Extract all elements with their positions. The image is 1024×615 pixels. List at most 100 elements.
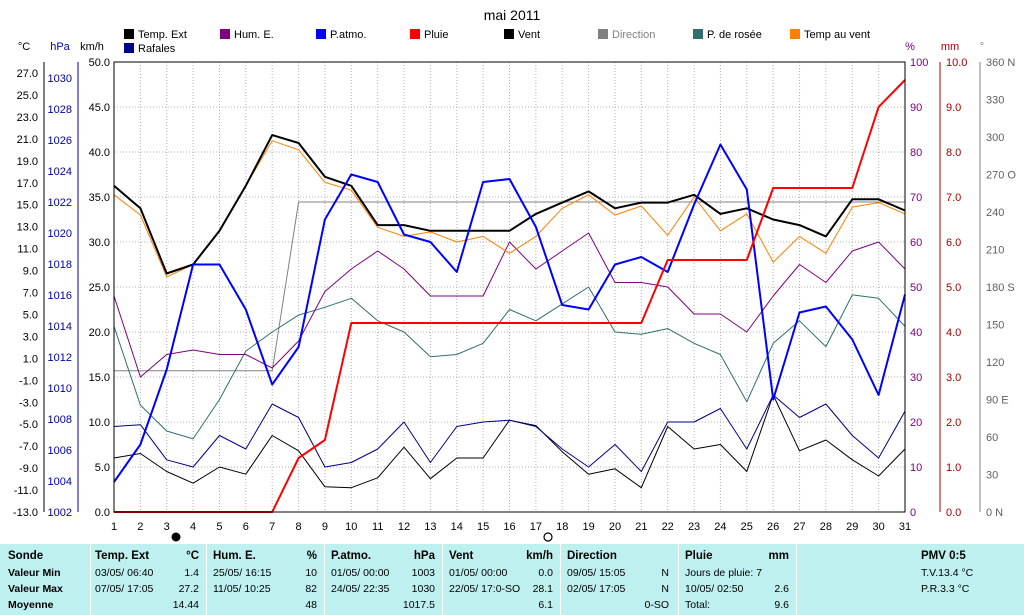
legend-swatch: [220, 29, 230, 39]
hpa-tick-label: 1002: [48, 507, 72, 519]
legend-swatch: [598, 29, 608, 39]
pct-tick-label: 30: [910, 372, 922, 384]
x-tick-label: 18: [556, 521, 568, 533]
mm-tick-label: 5.0: [946, 282, 961, 294]
hum-title: Hum. E.: [213, 550, 256, 562]
vent-max-date: 22/05/ 17:0-SO: [449, 583, 521, 595]
x-tick-label: 15: [477, 521, 489, 533]
legend-swatch: [504, 29, 514, 39]
vent-unit-label: km/h: [526, 550, 553, 562]
x-tick-label: 8: [296, 521, 302, 533]
mm-tick-label: 4.0: [946, 327, 961, 339]
x-tick-label: 9: [322, 521, 328, 533]
x-tick-label: 31: [899, 521, 911, 533]
pluie-total-label: Total:: [685, 599, 711, 611]
pct-tick-label: 50: [910, 282, 922, 294]
summary-direction: Direction 09/05/ 15:05 N 02/05/ 17:05 N …: [560, 544, 677, 615]
pct-tick-label: 10: [910, 462, 922, 474]
hum-min-date: 25/05/ 16:15: [213, 567, 272, 579]
x-tick-label: 11: [372, 521, 383, 533]
hpa-tick-label: 1012: [48, 352, 72, 364]
x-tick-label: 16: [503, 521, 515, 533]
kmh-tick-label: 30.0: [89, 237, 110, 249]
kmh-tick-label: 10.0: [89, 417, 110, 429]
summary-temp: Temp. Ext °C 03/05/ 06:40 1.4 07/05/ 17:…: [90, 544, 205, 615]
mm-tick-label: 0.0: [946, 507, 961, 519]
pmv-title: PMV 0:5: [921, 550, 966, 562]
hpa-tick-label: 1030: [48, 73, 72, 85]
patmo-max-date: 24/05/ 22:35: [331, 583, 390, 595]
temp-tick-label: 9.0: [23, 266, 38, 278]
temp-tick-label: -3.0: [19, 397, 38, 409]
temp-tick-label: 21.0: [17, 134, 38, 146]
patmo-min-date: 01/05/ 00:00: [331, 567, 390, 579]
chart-title: mai 2011: [484, 7, 541, 23]
temp-tick-label: 15.0: [17, 200, 38, 212]
x-tick-label: 6: [243, 521, 249, 533]
temp-tick-label: -11.0: [14, 485, 38, 497]
legend-swatch: [124, 43, 134, 53]
pct-tick-label: 90: [910, 102, 922, 114]
dir-tick-label: 330: [986, 95, 1004, 107]
moon-new-icon: [543, 532, 553, 542]
mm-tick-label: 3.0: [946, 372, 961, 384]
legend-label: Temp au vent: [804, 29, 870, 41]
temp-tick-label: -1.0: [19, 375, 38, 387]
dir-tick-label: 90 E: [986, 395, 1009, 407]
x-tick-label: 4: [190, 521, 196, 533]
temp-tick-label: -7.0: [19, 441, 38, 453]
legend-label: Vent: [518, 29, 540, 41]
mm-tick-label: 9.0: [946, 102, 961, 114]
legend-swatch: [410, 29, 420, 39]
kmh-tick-label: 15.0: [89, 372, 110, 384]
temp-tick-label: 17.0: [17, 178, 38, 190]
hum-unit-label: %: [306, 550, 317, 562]
vent-title: Vent: [449, 550, 474, 562]
legend-label: Direction: [612, 29, 655, 41]
pluie-max-date: 10/05/ 02:50: [685, 583, 744, 595]
axis-units: °C hPa km/h % mm °: [18, 41, 984, 53]
hum-max-val: 82: [305, 583, 317, 595]
dir-tick-label: 270 O: [986, 170, 1016, 182]
summary-patmo: P.atmo. hPa 01/05/ 00:00 1003 24/05/ 22:…: [324, 544, 441, 615]
x-tick-label: 21: [635, 521, 647, 533]
pluie-jours: Jours de pluie: 7: [685, 567, 763, 579]
legend-label: Hum. E.: [234, 29, 274, 41]
x-tick-label: 1: [111, 521, 117, 533]
temp-tick-label: 13.0: [17, 222, 38, 234]
kmh-tick-label: 25.0: [89, 282, 110, 294]
x-tick-label: 10: [345, 521, 357, 533]
pct-unit: %: [905, 41, 915, 53]
direction-max-val: N: [661, 583, 669, 595]
mm-tick-label: 6.0: [946, 237, 961, 249]
direction-min-date: 09/05/ 15:05: [567, 567, 626, 579]
x-tick-label: 20: [609, 521, 621, 533]
direction-moy: 0-SO: [644, 599, 669, 611]
temp-tick-label: 3.0: [23, 331, 38, 343]
dir-tick-label: 30: [986, 470, 998, 482]
x-tick-label: 5: [216, 521, 222, 533]
patmo-max-val: 1030: [411, 583, 435, 595]
mm-tick-label: 10.0: [946, 57, 967, 69]
legend-swatch: [693, 29, 703, 39]
patmo-min-val: 1003: [411, 567, 435, 579]
temp-tick-label: 7.0: [23, 288, 38, 300]
x-tick-label: 27: [793, 521, 805, 533]
x-tick-label: 22: [662, 521, 674, 533]
summary-hum: Hum. E. % 25/05/ 16:15 10 11/05/ 10:25 8…: [206, 544, 323, 615]
vent-max-val: 28.1: [532, 583, 553, 595]
temp-tick-label: 19.0: [17, 156, 38, 168]
x-tick-label: 7: [269, 521, 275, 533]
hpa-tick-label: 1004: [48, 476, 72, 488]
temp-tick-label: -13.0: [13, 507, 38, 519]
direction-title: Direction: [567, 550, 617, 562]
legend-swatch: [316, 29, 326, 39]
series-line-p-de-ros-e: [113, 286, 906, 440]
dir-tick-label: 210: [986, 245, 1004, 257]
hpa-tick-label: 1018: [48, 259, 72, 271]
temp-tick-label: 27.0: [17, 68, 38, 80]
x-tick-label: 13: [424, 521, 436, 533]
hpa-tick-label: 1010: [48, 383, 72, 395]
mm-unit: mm: [941, 41, 959, 53]
temp-max-val: 27.2: [178, 583, 199, 595]
